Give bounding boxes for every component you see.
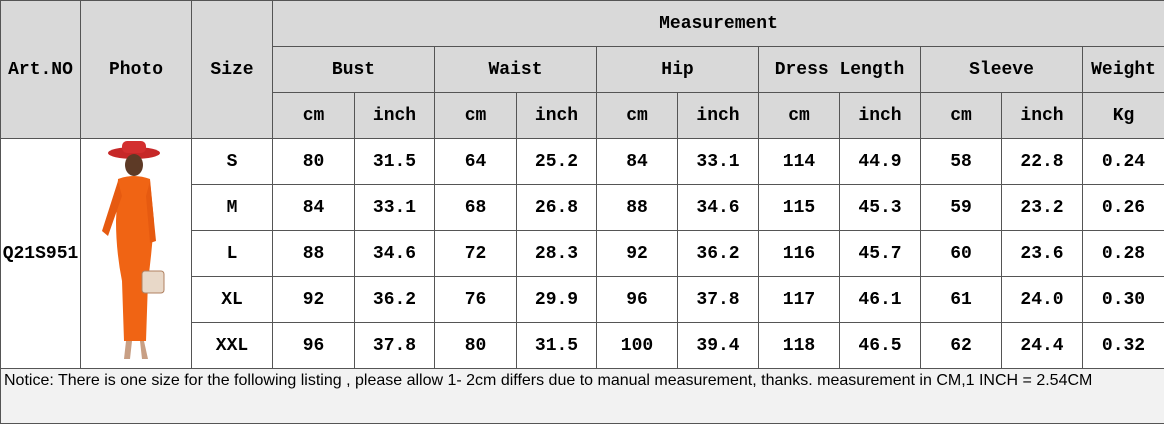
data-row: M 84 33.1 68 26.8 88 34.6 115 45.3 59 23.2 0.26 [1,184,1164,231]
value-cell: 62 [920,322,1002,369]
data-row: L 88 34.6 72 28.3 92 36.2 116 45.7 60 23.6 0.28 [1,230,1164,277]
unit-header: cm [272,92,355,139]
value-cell: 37.8 [354,322,435,369]
value-cell: 0.26 [1081,184,1164,231]
header-row: Art.NO Photo Size Measurement [0,0,1164,139]
value-cell: 58 [920,138,1002,185]
photo-cell [80,138,192,369]
group-header: Bust [272,46,435,93]
value-cell: 115 [758,184,840,231]
value-cell: 34.6 [677,184,759,231]
value-cell: 25.2 [516,138,597,185]
value-cell: 96 [596,276,678,323]
value-cell: 68 [434,184,517,231]
size-cell: XXL [191,322,273,369]
value-cell: 24.0 [1001,276,1083,323]
value-cell: 84 [596,138,678,185]
value-cell: 45.7 [839,230,921,277]
unit-header: inch [516,92,597,139]
value-cell: 31.5 [516,322,597,369]
value-cell: 92 [272,276,355,323]
group-header: Hip [596,46,759,93]
value-cell: 33.1 [677,138,759,185]
art-no-cell: Q21S951 [0,138,81,369]
unit-header: inch [354,92,435,139]
value-cell: 117 [758,276,840,323]
group-header: Dress Length [758,46,921,93]
header-cell: Measurement [271,0,1164,47]
value-cell: 31.5 [354,138,435,185]
value-cell: 72 [434,230,517,277]
header-cell: Art.NO [0,0,81,139]
value-cell: 36.2 [354,276,435,323]
product-photo [102,140,165,359]
unit-header: inch [677,92,759,139]
notice: Notice: There is one size for the follow… [0,368,1164,424]
value-cell: 84 [272,184,355,231]
value-cell: 46.5 [839,322,921,369]
value-cell: 88 [596,184,678,231]
value-cell: 23.6 [1001,230,1083,277]
value-cell: 64 [434,138,517,185]
unit-header: cm [758,92,840,139]
value-cell: 0.28 [1081,230,1164,277]
header-cell: Size [191,0,273,139]
unit-header: cm [920,92,1002,139]
unit-header: cm [596,92,678,139]
value-cell: 33.1 [354,184,435,231]
value-cell: 22.8 [1001,138,1083,185]
data-row: Q21S951 S 80 31.5 64 25.2 84 33.1 114 44.9 58 22.8… [0,138,1164,369]
value-cell: 26.8 [516,184,597,231]
group-header: Weight [1081,46,1164,93]
size-cell: M [191,184,273,231]
value-cell: 92 [596,230,678,277]
data-row: XL 92 36.2 76 29.9 96 37.8 117 46.1 61 24.0 0.30 [1,276,1164,323]
value-cell: 36.2 [677,230,759,277]
value-cell: 60 [920,230,1002,277]
header-cell: Photo [80,0,192,139]
value-cell: 0.32 [1081,322,1164,369]
value-cell: 45.3 [839,184,921,231]
value-cell: 118 [758,322,840,369]
value-cell: 37.8 [677,276,759,323]
unit-header: inch [1001,92,1083,139]
value-cell: 23.2 [1001,184,1083,231]
value-cell: 34.6 [354,230,435,277]
unit-header: cm [434,92,517,139]
header-row: Bust Waist Hip Dress Length Sleeve Weight [1,46,1164,93]
size-cell: S [191,138,273,185]
value-cell: 29.9 [516,276,597,323]
size-cell: L [191,230,273,277]
value-cell: 88 [272,230,355,277]
value-cell: 114 [758,138,840,185]
group-header: Sleeve [920,46,1083,93]
value-cell: 59 [920,184,1002,231]
value-cell: 39.4 [677,322,759,369]
header-row: cm inch cm inch cm inch cm inch cm inch Kg [1,92,1164,139]
value-cell: 96 [272,322,355,369]
value-cell: 76 [434,276,517,323]
unit-header: Kg [1081,92,1164,139]
value-cell: 80 [272,138,355,185]
value-cell: 80 [434,322,517,369]
value-cell: 46.1 [839,276,921,323]
value-cell: 0.30 [1081,276,1164,323]
notice-row: Notice: There is one size for the follow… [0,368,1164,424]
value-cell: 44.9 [839,138,921,185]
value-cell: 116 [758,230,840,277]
value-cell: 24.4 [1001,322,1083,369]
value-cell: 61 [920,276,1002,323]
value-cell: 100 [596,322,678,369]
value-cell: 28.3 [516,230,597,277]
size-cell: XL [191,276,273,323]
group-header: Waist [434,46,597,93]
value-cell: 0.24 [1081,138,1164,185]
unit-header: inch [839,92,921,139]
